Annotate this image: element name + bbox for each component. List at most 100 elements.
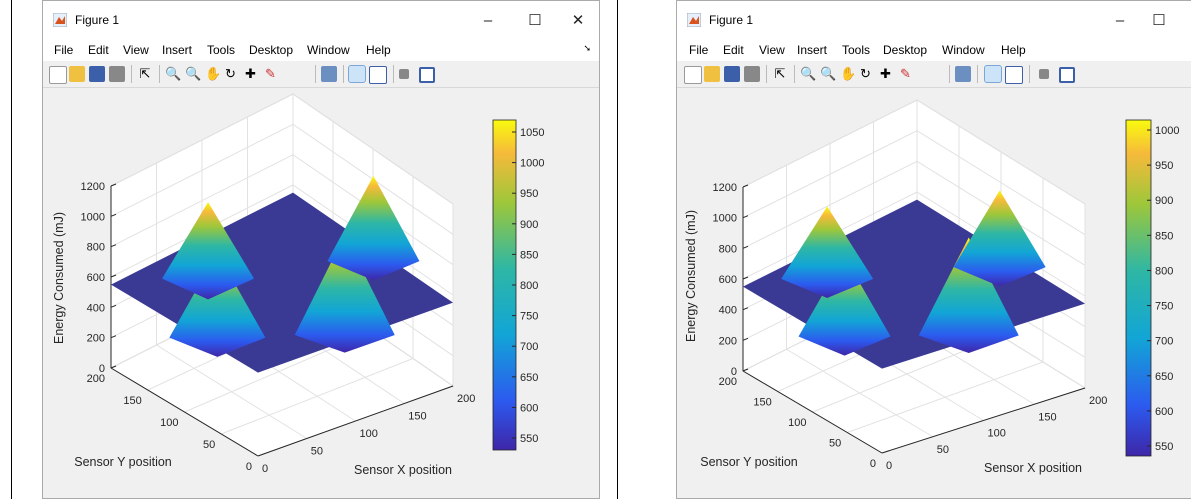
- x-axis-label: Sensor X position: [354, 463, 452, 477]
- menu-view[interactable]: View: [759, 43, 785, 57]
- rotate-3d-icon[interactable]: ↻: [225, 66, 241, 82]
- menu-desktop[interactable]: Desktop: [883, 43, 927, 57]
- maximize-button[interactable]: ☐: [520, 7, 550, 33]
- hide-plot-tools-icon[interactable]: [399, 69, 409, 79]
- z-tick-label: 1200: [713, 182, 737, 194]
- colorbar-icon[interactable]: [985, 66, 1001, 82]
- y-tick-label: 50: [829, 438, 841, 450]
- menu-window[interactable]: Window: [942, 43, 985, 57]
- x-tick-label: 150: [1038, 411, 1056, 423]
- pan-icon[interactable]: ✋: [205, 66, 221, 82]
- menu-insert[interactable]: Insert: [797, 43, 827, 57]
- matlab-icon: [687, 13, 701, 27]
- menu-tools[interactable]: Tools: [842, 43, 870, 57]
- x-tick-label: 0: [886, 460, 892, 472]
- link-plot-icon[interactable]: [321, 66, 337, 82]
- y-tick-label: 50: [203, 439, 215, 451]
- menu-help[interactable]: Help: [366, 43, 391, 57]
- figure-window-1: Figure 1 – ☐ ✕ File Edit View Insert Too…: [42, 0, 600, 499]
- y-tick-label: 200: [719, 376, 737, 388]
- save-icon[interactable]: [89, 66, 105, 82]
- window-title: Figure 1: [75, 13, 119, 27]
- colorbar-tick-label: 750: [520, 311, 538, 323]
- colorbar-tick-label: 700: [1155, 336, 1173, 348]
- colorbar-tick-label: 550: [520, 433, 538, 445]
- surface-plot[interactable]: 0200400600800100012000501001502000501001…: [43, 88, 600, 498]
- edit-plot-icon[interactable]: ⇱: [137, 66, 153, 82]
- toolbar-separator: [949, 65, 950, 83]
- zoom-in-icon[interactable]: 🔍: [800, 66, 816, 82]
- toolbar-separator: [794, 65, 795, 83]
- colorbar-tick-label: 1000: [520, 158, 544, 170]
- link-plot-icon[interactable]: [955, 66, 971, 82]
- figure-window-2: Figure 1 – ☐ File Edit View Insert Tools…: [676, 0, 1191, 499]
- colorbar-tick-label: 900: [1155, 195, 1173, 207]
- zoom-out-icon[interactable]: 🔍: [185, 66, 201, 82]
- z-tick-label: 200: [87, 333, 105, 345]
- x-tick-label: 200: [1089, 395, 1107, 407]
- colorbar-tick-label: 650: [1155, 371, 1173, 383]
- menu-edit[interactable]: Edit: [88, 43, 109, 57]
- colorbar-icon[interactable]: [349, 66, 365, 82]
- minimize-button[interactable]: –: [473, 7, 503, 33]
- menu-file[interactable]: File: [689, 43, 708, 57]
- rotate-3d-icon[interactable]: ↻: [860, 66, 876, 82]
- new-figure-icon[interactable]: [49, 66, 67, 84]
- x-tick-label: 100: [988, 428, 1006, 440]
- maximize-button[interactable]: ☐: [1144, 7, 1174, 33]
- open-file-icon[interactable]: [704, 66, 720, 82]
- open-file-icon[interactable]: [69, 66, 85, 82]
- left-frame-border: [11, 0, 12, 499]
- dock-arrow-icon[interactable]: ➘: [583, 43, 591, 54]
- zoom-in-icon[interactable]: 🔍: [165, 66, 181, 82]
- edit-plot-icon[interactable]: ⇱: [772, 66, 788, 82]
- menu-tools[interactable]: Tools: [207, 43, 235, 57]
- new-figure-icon[interactable]: [684, 66, 702, 84]
- toolbar-separator: [393, 65, 394, 83]
- print-icon[interactable]: [109, 66, 125, 82]
- data-cursor-icon[interactable]: ✚: [880, 66, 896, 82]
- menu-bar: File Edit View Insert Tools Desktop Wind…: [677, 39, 1191, 61]
- show-plot-tools-icon[interactable]: [419, 67, 435, 83]
- toolbar-separator: [977, 65, 978, 83]
- z-tick-label: 800: [87, 242, 105, 254]
- menu-desktop[interactable]: Desktop: [249, 43, 293, 57]
- brush-icon[interactable]: ✎: [900, 66, 916, 82]
- colorbar-tick-label: 750: [1155, 301, 1173, 313]
- y-tick-label: 200: [87, 373, 105, 385]
- x-tick-label: 150: [408, 411, 426, 423]
- menu-file[interactable]: File: [54, 43, 73, 57]
- colorbar-tick-label: 600: [520, 402, 538, 414]
- y-tick-label: 100: [160, 417, 178, 429]
- colorbar-tick-label: 950: [1155, 160, 1173, 172]
- surface-plot[interactable]: 0200400600800100012000501001502000501001…: [677, 88, 1191, 498]
- brush-icon[interactable]: ✎: [265, 66, 281, 82]
- show-plot-tools-icon[interactable]: [1059, 67, 1075, 83]
- legend-icon[interactable]: [369, 66, 387, 84]
- toolbar-separator: [131, 65, 132, 83]
- minimize-button[interactable]: –: [1105, 7, 1135, 33]
- colorbar-tick-label: 550: [1155, 441, 1173, 453]
- colorbar: [1126, 120, 1151, 456]
- toolbar-separator: [343, 65, 344, 83]
- colorbar-tick-label: 1000: [1155, 125, 1179, 137]
- colorbar-tick-label: 950: [520, 188, 538, 200]
- x-tick-label: 50: [311, 446, 323, 458]
- zoom-out-icon[interactable]: 🔍: [820, 66, 836, 82]
- colorbar-tick-label: 600: [1155, 406, 1173, 418]
- print-icon[interactable]: [744, 66, 760, 82]
- colorbar-tick-label: 700: [520, 341, 538, 353]
- save-icon[interactable]: [724, 66, 740, 82]
- menu-edit[interactable]: Edit: [723, 43, 744, 57]
- menu-bar: File Edit View Insert Tools Desktop Wind…: [43, 39, 599, 61]
- menu-help[interactable]: Help: [1001, 43, 1026, 57]
- z-tick-label: 600: [87, 272, 105, 284]
- pan-icon[interactable]: ✋: [840, 66, 856, 82]
- close-button[interactable]: ✕: [563, 7, 593, 33]
- legend-icon[interactable]: [1005, 66, 1023, 84]
- hide-plot-tools-icon[interactable]: [1039, 69, 1049, 79]
- menu-window[interactable]: Window: [307, 43, 350, 57]
- data-cursor-icon[interactable]: ✚: [245, 66, 261, 82]
- menu-insert[interactable]: Insert: [162, 43, 192, 57]
- menu-view[interactable]: View: [123, 43, 149, 57]
